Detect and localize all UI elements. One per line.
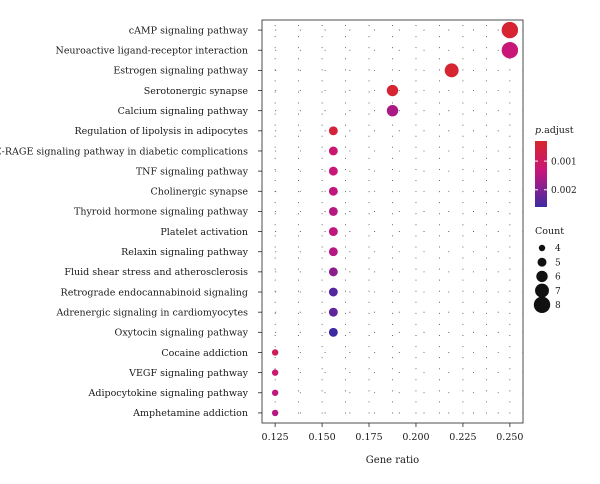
data-point: [386, 104, 399, 117]
data-point: [328, 227, 338, 237]
x-tick-label: 0.125: [262, 432, 289, 443]
plot-grid: [262, 20, 523, 423]
y-tick-label: Oxytocin signaling pathway: [115, 328, 249, 339]
y-tick-label: Regulation of lipolysis in adipocytes: [74, 126, 248, 137]
data-point: [271, 369, 279, 376]
y-tick-label: Neuroactive ligand-receptor interaction: [56, 46, 249, 57]
color-legend-tick-label: 0.002: [551, 186, 577, 196]
y-tick-label: Cholinergic synapse: [150, 187, 248, 198]
color-legend-title-rest: .adjust: [541, 125, 574, 136]
y-tick-label: Estrogen signaling pathway: [113, 66, 248, 77]
color-legend-ticks: 0.001 0.002: [535, 157, 577, 196]
data-point: [328, 186, 338, 196]
size-legend-key: [535, 283, 549, 298]
size-legend-label: 4: [555, 244, 561, 254]
y-tick-label: TNF signaling pathway: [136, 166, 249, 177]
data-point: [501, 21, 519, 39]
y-tick-label: Amphetamine addiction: [132, 408, 248, 419]
size-legend-label: 7: [555, 287, 561, 297]
x-tick-label: 0.150: [308, 432, 335, 443]
y-tick-label: Serotonergic synapse: [144, 86, 249, 97]
data-point: [444, 63, 459, 78]
size-legend-key: [533, 296, 551, 313]
color-gradient-bar: [535, 141, 547, 207]
data-points: [271, 21, 519, 417]
size-legend-key: [537, 257, 547, 267]
size-legend-key: [536, 270, 548, 283]
color-legend: p.adjust 0.001 0.002: [535, 125, 577, 207]
size-legend-key: [538, 244, 546, 252]
y-tick-label: Thyroid hormone signaling pathway: [74, 207, 249, 218]
y-tick-label: Platelet activation: [160, 227, 248, 238]
size-legend-label: 8: [555, 301, 561, 311]
y-axis-tick-labels: cAMP signaling pathway Neuroactive ligand…: [0, 25, 262, 419]
y-tick-label: Adrenergic signaling in cardiomyocytes: [55, 307, 248, 318]
size-legend-label: 6: [555, 273, 561, 283]
data-point: [328, 287, 338, 297]
y-tick-label: cAMP signaling pathway: [129, 25, 249, 36]
data-point: [386, 84, 399, 97]
color-legend-title: p.adjust: [535, 125, 574, 136]
size-legend: Count 4 5 6 7 8: [533, 226, 564, 313]
data-point: [328, 166, 338, 176]
data-point: [328, 146, 338, 156]
data-point: [328, 267, 338, 277]
y-tick-label: AGE-RAGE signaling pathway in diabetic c…: [0, 146, 248, 157]
size-legend-label: 5: [555, 258, 561, 268]
data-point: [328, 247, 338, 257]
y-tick-label: VEGF signaling pathway: [128, 368, 249, 379]
x-tick-label: 0.175: [355, 432, 382, 443]
data-point: [328, 327, 338, 337]
size-legend-keys: 4 5 6 7 8: [533, 244, 561, 313]
y-tick-label: Fluid shear stress and atherosclerosis: [64, 267, 248, 278]
y-tick-label: Calcium signaling pathway: [118, 106, 249, 117]
data-point: [271, 409, 279, 417]
data-point: [328, 307, 338, 317]
data-point: [271, 349, 279, 356]
data-point: [271, 389, 279, 396]
size-legend-title: Count: [535, 226, 564, 237]
plot-panel: [261, 19, 524, 424]
x-tick-label: 0.200: [402, 432, 429, 443]
y-tick-label: Relaxin signaling pathway: [121, 247, 249, 258]
x-axis-ticks: 0.125 0.150 0.175 0.200 0.225 0.250: [262, 423, 523, 443]
color-legend-title-italic: p: [535, 125, 541, 136]
x-tick-label: 0.225: [449, 432, 476, 443]
color-legend-tick-label: 0.001: [551, 157, 577, 167]
x-tick-label: 0.250: [496, 432, 523, 443]
data-point: [328, 126, 338, 136]
y-tick-label: Adipocytokine signaling pathway: [88, 388, 249, 399]
y-tick-label: Cocaine addiction: [161, 348, 248, 359]
data-point: [328, 206, 338, 216]
x-axis-title: Gene ratio: [366, 455, 419, 466]
data-point: [501, 42, 519, 59]
y-tick-label: Retrograde endocannabinoid signaling: [61, 287, 248, 298]
